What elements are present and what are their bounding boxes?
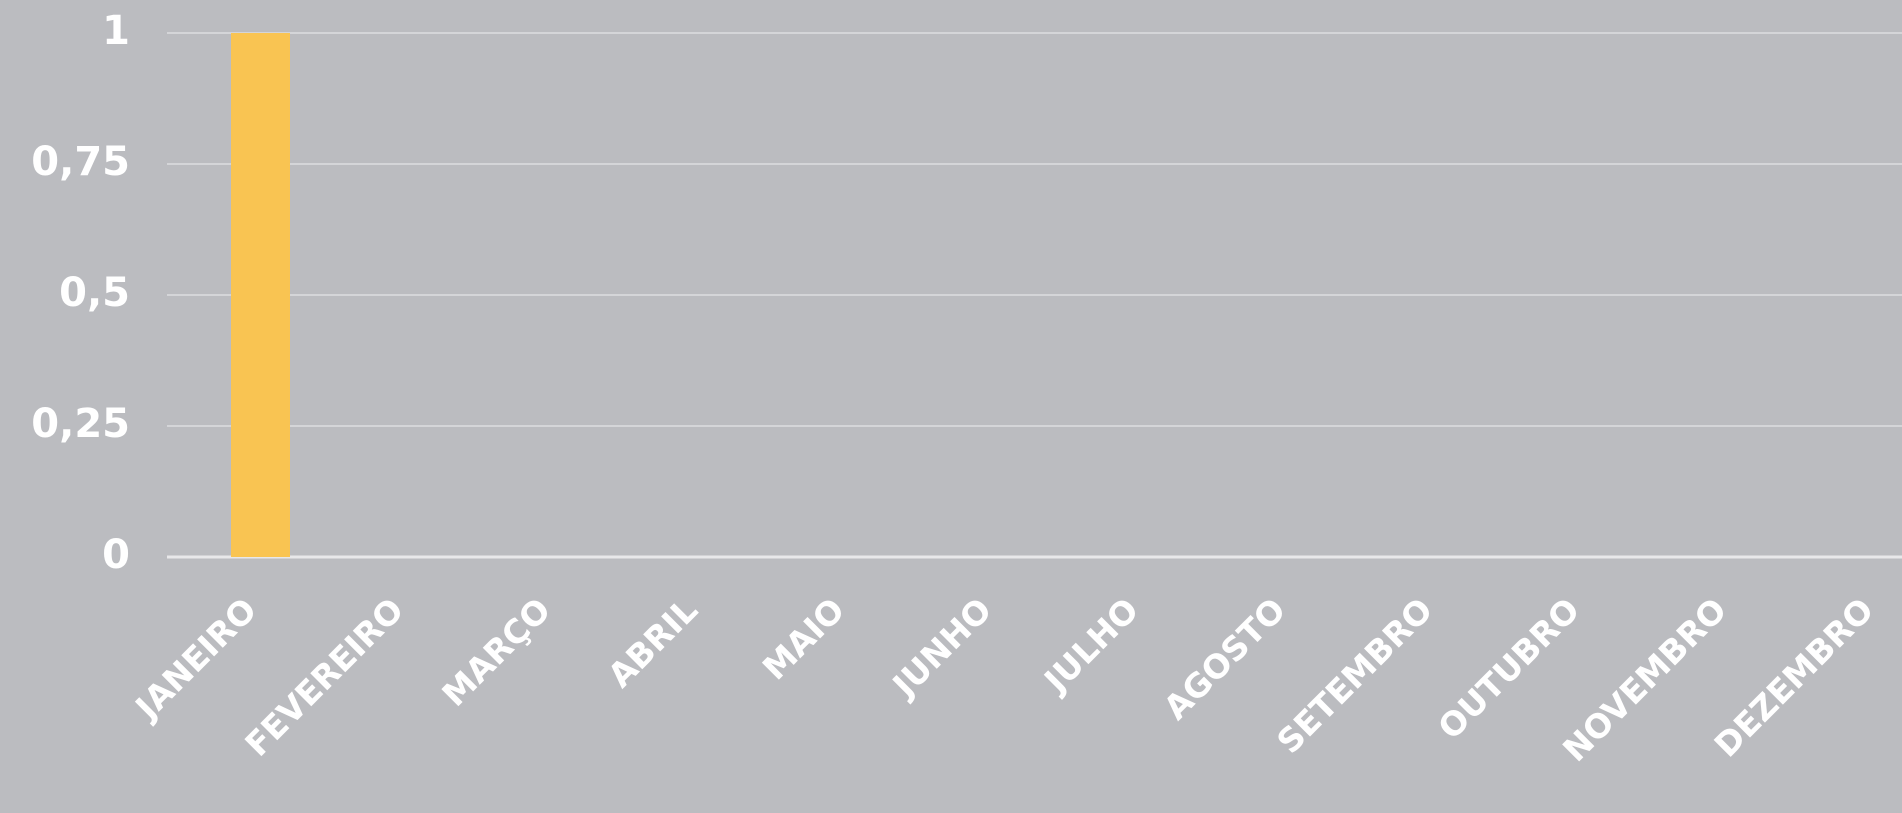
y-tick-label: 0 xyxy=(102,532,130,578)
x-tick-label: AGOSTO xyxy=(1156,590,1293,727)
x-tick-label: JANEIRO xyxy=(126,590,264,728)
x-tick-label: FEVEREIRO xyxy=(237,590,411,764)
x-tick-label: JUNHO xyxy=(884,590,1000,706)
x-tick-label: JULHO xyxy=(1035,590,1146,701)
x-tick-label: MAIO xyxy=(755,590,852,687)
x-tick-label: MARÇO xyxy=(434,590,558,714)
x-tick-label: DEZEMBRO xyxy=(1707,590,1882,765)
y-tick-label: 0,75 xyxy=(31,139,130,185)
y-tick-label: 0,25 xyxy=(31,401,130,447)
x-tick-label: ABRIL xyxy=(600,590,705,695)
x-tick-label: SETEMBRO xyxy=(1269,590,1440,761)
y-tick-label: 0,5 xyxy=(59,270,130,316)
bar xyxy=(231,33,290,557)
y-tick-label: 1 xyxy=(102,8,130,54)
x-tick-label: OUTUBRO xyxy=(1430,590,1587,747)
